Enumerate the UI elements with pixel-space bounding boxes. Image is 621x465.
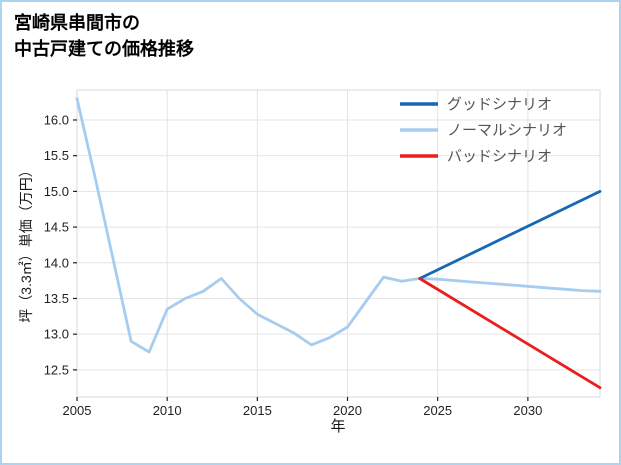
x-tick-label: 2010 (153, 403, 182, 418)
y-tick-label: 15.0 (44, 184, 69, 199)
y-tick-label: 13.0 (44, 327, 69, 342)
y-tick-label: 15.5 (44, 148, 69, 163)
x-tick-label: 2030 (513, 403, 542, 418)
x-axis-label: 年 (330, 418, 346, 435)
y-tick-label: 13.5 (44, 291, 69, 306)
y-axis-label: 坪（3.3㎡）単価（万円） (18, 163, 34, 323)
y-tick-label: 16.0 (44, 112, 69, 127)
legend-label: ノーマルシナリオ (447, 122, 567, 139)
series-line-2 (418, 277, 602, 390)
x-tick-label: 2005 (63, 403, 92, 418)
plot-border (76, 89, 601, 398)
x-tick-label: 2015 (243, 403, 272, 418)
series-line-0 (418, 189, 602, 280)
chart-title: 宮崎県串間市の 中古戸建ての価格推移 (14, 10, 194, 62)
x-tick-label: 2025 (423, 403, 452, 418)
y-tick-label: 12.5 (44, 362, 69, 377)
y-tick-label: 14.0 (44, 255, 69, 270)
y-tick-label: 14.5 (44, 220, 69, 235)
legend-label: グッドシナリオ (447, 96, 552, 113)
series-line-1 (75, 97, 602, 354)
legend-label: バッドシナリオ (447, 148, 552, 165)
chart-title-line-2: 中古戸建ての価格推移 (14, 39, 194, 59)
chart-title-line-1: 宮崎県串間市の (14, 13, 140, 33)
x-tick-label: 2020 (333, 403, 362, 418)
